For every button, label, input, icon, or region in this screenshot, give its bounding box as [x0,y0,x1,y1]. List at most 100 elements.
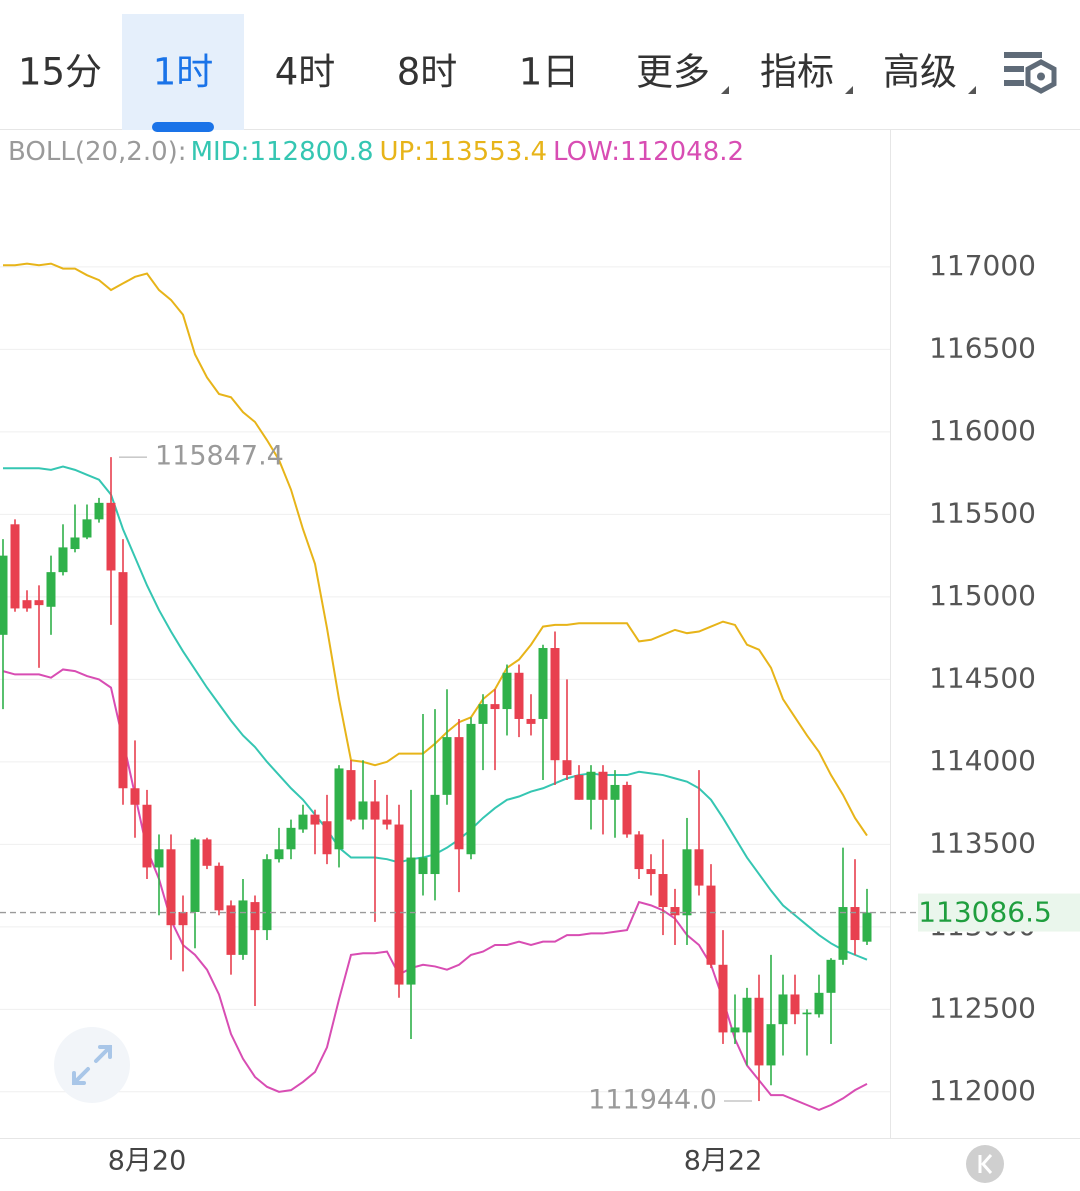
candle-body [478,704,488,724]
candle-body [418,857,428,875]
candle-body [166,849,176,926]
candle-body [370,801,380,820]
candle-body [70,537,80,550]
candle-body [646,869,656,875]
icon-dot [1037,72,1045,81]
indicator-name: BOLL(20,2.0): [8,137,187,167]
tab-indicator [152,122,214,132]
candle-body [814,992,824,1015]
candle-body [754,997,764,1066]
legend-item: MID:112800.8 [191,137,374,167]
expand-button[interactable] [54,1027,130,1103]
x-tick-label: 8月20 [108,1146,187,1177]
tab-selected-bg [122,14,244,130]
y-tick-label: 115500 [929,496,1036,529]
candle-body [106,502,116,571]
candle-body [394,824,404,985]
candle-body [658,874,668,908]
candle-body [322,821,332,855]
candle-body [142,804,152,868]
y-tick-label: 114000 [929,744,1036,777]
candle-body [430,794,440,875]
y-tick-label: 115000 [929,579,1036,612]
collapse-button[interactable] [966,1145,1004,1183]
tab-label: 高级 [883,51,957,94]
tab[interactable]: 更多 [636,51,729,95]
legend-item: UP:113553.4 [380,137,548,167]
last-price-box [918,893,1080,932]
candle-body [0,555,8,635]
candle-body [670,907,680,916]
candle-body [598,771,608,800]
candle-body [862,912,872,942]
max-label: 115847.4 [155,441,284,472]
candle-body [586,771,596,800]
candle-body [538,648,548,719]
candle-body [22,600,32,609]
tab-label: 更多 [636,51,710,94]
dropdown-caret [968,86,976,94]
candle-body [58,547,68,573]
candle-body [490,704,500,710]
candle-body [118,572,128,789]
tab[interactable]: 8时 [397,51,458,94]
candle-body [346,770,356,820]
icon-hex [1025,59,1057,94]
candle-body [82,519,92,538]
expand-arrows [72,1045,112,1085]
grid: 1120001125001130001135001140001145001150… [0,249,1036,1177]
tab[interactable]: 指标 [760,51,853,95]
tab[interactable]: 1时 [122,14,244,132]
candle-body [358,801,368,820]
candle-body [238,900,248,955]
candles [0,457,872,1102]
candle-body [46,572,56,607]
tab[interactable]: 15分 [18,51,102,94]
candle-body [286,827,296,850]
candle-body [10,524,20,609]
icon-bar [1004,66,1024,72]
last-price-label: 113086.5 [918,896,1052,929]
candle-body [838,907,848,960]
dropdown-caret [845,86,853,94]
tab[interactable]: 1日 [519,51,580,94]
candle-body [826,959,836,993]
tab[interactable]: 高级 [883,51,976,95]
candle-body [94,502,104,520]
candle-body [334,768,344,850]
candle-body [382,819,392,825]
candle-body [718,964,728,1033]
tab[interactable]: 4时 [275,51,336,94]
candle-body [766,1024,776,1066]
candle-body [694,849,704,886]
candle-body [562,760,572,776]
candle-body [202,839,212,866]
candle-body [682,849,692,916]
candle-body [130,788,140,805]
candle-body [790,994,800,1015]
y-tick-label: 113500 [929,826,1036,859]
candle-body [442,737,452,795]
candle-body [550,648,560,761]
dropdown-caret [721,86,729,94]
candle-body [190,839,200,912]
candle-body [310,814,320,825]
min-label: 111944.0 [588,1085,717,1116]
candle-body [226,905,236,955]
y-tick-label: 112500 [929,991,1036,1024]
candle-body [610,784,620,800]
icon-bar [1004,80,1024,86]
settings-icon[interactable] [1004,52,1057,94]
legend-item: LOW:112048.2 [553,137,744,167]
candle-body [730,1027,740,1033]
y-tick-label: 112000 [929,1074,1036,1107]
candle-body [178,911,188,926]
candle-body [622,784,632,835]
y-tick-label: 114500 [929,661,1036,694]
candle-body [526,718,536,724]
candle-body [802,1012,812,1015]
collapse-glyph [978,1154,993,1174]
tab-bar: 15分 1时 4时 8时 1日 更多 指标 高级 [18,14,976,132]
candle-body [406,857,416,985]
